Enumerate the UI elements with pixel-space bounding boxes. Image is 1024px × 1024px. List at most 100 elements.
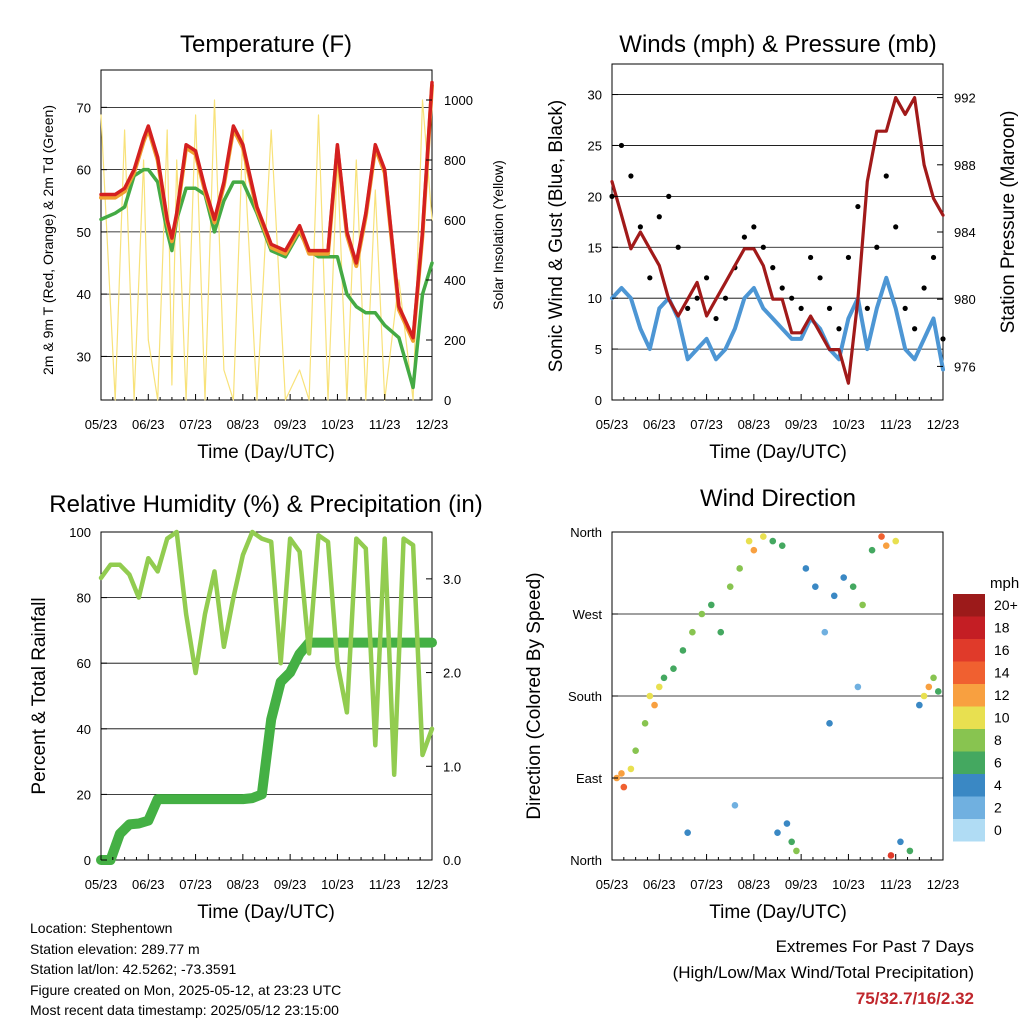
winds-plot-frame: [611, 63, 944, 401]
direction-point: [920, 692, 928, 700]
x-tick-label: 07/23: [690, 877, 723, 892]
y-tick-label: 50: [77, 225, 91, 240]
x-tick-label: 10/23: [321, 417, 354, 432]
direction-point: [925, 683, 933, 691]
recent-timestamp: Most recent data timestamp: 2025/05/12 2…: [30, 1002, 339, 1018]
direction-point: [906, 847, 914, 855]
humidity-precip-line: [96, 637, 437, 865]
gust-point: [808, 254, 814, 261]
gust-point: [760, 244, 766, 250]
y-tick-label: 40: [77, 287, 91, 302]
gust-point: [864, 305, 870, 311]
x-tick-label: 08/23: [227, 417, 260, 432]
winds-y2-ticks: 976 980 984 988 992: [937, 91, 976, 374]
humidity-panel: Relative Humidity (%) & Precipitation (i…: [29, 491, 483, 923]
direction-ylabel: Direction (Colored By Speed): [524, 572, 545, 819]
direction-point: [916, 701, 923, 709]
winds-ylabel: Sonic Wind & Gust (Blue, Black): [546, 100, 567, 372]
y2-tick-label: 0.0: [443, 853, 461, 868]
direction-point: [731, 802, 739, 809]
x-tick-label: 05/23: [596, 417, 629, 432]
direction-point: [878, 533, 885, 540]
direction-point: [726, 583, 734, 590]
temperature-xlabel: Time (Day/UTC): [197, 442, 335, 463]
humidity-x-ticks: 05/23 06/23 07/23 08/23 09/23 10/23 11/23 12/23: [85, 854, 448, 892]
direction-point: [897, 838, 904, 846]
direction-point: [769, 537, 777, 545]
direction-point: [788, 838, 795, 846]
precip-series: [96, 637, 437, 865]
direction-point: [802, 565, 810, 572]
direction-xlabel: Time (Day/UTC): [709, 902, 847, 923]
x-tick-label: 12/23: [927, 417, 960, 432]
gust-point: [779, 285, 785, 291]
temperature-y-ticks: 30 40 50 60 70: [77, 100, 107, 364]
legend-label: 16: [994, 642, 1010, 658]
direction-point: [717, 628, 725, 636]
direction-point: [821, 628, 829, 636]
direction-point: [882, 542, 890, 549]
legend-swatch: [953, 616, 985, 639]
direction-point: [774, 829, 781, 836]
direction-y-ticks: North East South West North: [568, 525, 618, 868]
legend-swatch: [953, 594, 985, 617]
gust-point: [770, 265, 776, 271]
x-tick-label: 07/23: [179, 417, 212, 432]
gust-point: [618, 142, 625, 149]
x-tick-label: 09/23: [274, 877, 307, 892]
extremes-box: Extremes For Past 7 Days (High/Low/Max W…: [673, 934, 974, 1012]
temperature-2m-line: [99, 80, 434, 340]
y-tick-label: 10: [588, 291, 602, 306]
temperature-panel: Temperature (F) 30 40 50 60 70 0 200 400 600 800…: [40, 31, 506, 463]
gust-point: [845, 254, 852, 261]
winds-pressure-line: [610, 95, 945, 385]
direction-point: [750, 546, 758, 554]
direction-point: [812, 583, 819, 590]
legend-swatch: [953, 774, 985, 797]
legend-label: 10: [994, 710, 1010, 726]
direction-x-ticks: 05/23 06/23 07/23 08/23 09/23 10/23 11/23 12/23: [596, 854, 960, 892]
y-tick-label: 30: [77, 349, 91, 364]
winds-gridlines: [612, 94, 943, 401]
x-tick-label: 05/23: [596, 877, 629, 892]
direction-panel: Wind Direction North East South West North 0…: [524, 485, 1019, 923]
y2-tick-label: 0: [444, 393, 451, 408]
figure-created: Figure created on Mon, 2025-05-12, at 23…: [30, 981, 342, 998]
direction-point: [684, 829, 691, 836]
speed-legend: mph 20+ 18 16 14 12 10 8 6 4 2 0: [953, 575, 1019, 842]
x-tick-label: 12/23: [927, 877, 960, 892]
gust-point: [713, 315, 719, 322]
gust-point: [789, 295, 795, 301]
y-tick-label: 60: [77, 163, 91, 178]
x-tick-label: 06/23: [132, 417, 165, 432]
humidity-y-ticks: 0 20 40 60 80 100: [69, 525, 107, 868]
humidity-rh-line: [98, 529, 435, 777]
humidity-ylabel: Percent & Total Rainfall: [29, 597, 50, 794]
legend-swatch: [953, 729, 985, 752]
x-tick-label: 05/23: [85, 417, 118, 432]
y2-tick-label: 988: [954, 158, 976, 173]
legend-swatch: [953, 819, 985, 842]
x-tick-label: 09/23: [785, 417, 818, 432]
solar-series: [100, 99, 433, 401]
direction-point: [641, 720, 649, 727]
direction-point: [783, 820, 791, 827]
winds-gust-points: [609, 142, 946, 342]
y-tick-label: 25: [588, 138, 602, 153]
y2-tick-label: 976: [954, 359, 976, 374]
winds-y-ticks: 0 5 10 15 20 25 30: [588, 88, 618, 408]
gust-point: [722, 295, 729, 301]
legend-swatch: [953, 796, 985, 819]
direction-point: [930, 674, 937, 682]
y2-tick-label: 1000: [444, 93, 473, 108]
gust-point: [798, 305, 804, 311]
gust-point: [855, 203, 861, 210]
x-tick-label: 11/23: [369, 877, 401, 892]
direction-point: [887, 852, 895, 859]
x-tick-label: 09/23: [785, 877, 818, 892]
direction-gridlines: [612, 531, 943, 861]
gust-point: [675, 244, 681, 250]
direction-point: [849, 583, 857, 590]
y2-tick-label: 600: [444, 213, 466, 228]
gust-point: [836, 326, 842, 332]
